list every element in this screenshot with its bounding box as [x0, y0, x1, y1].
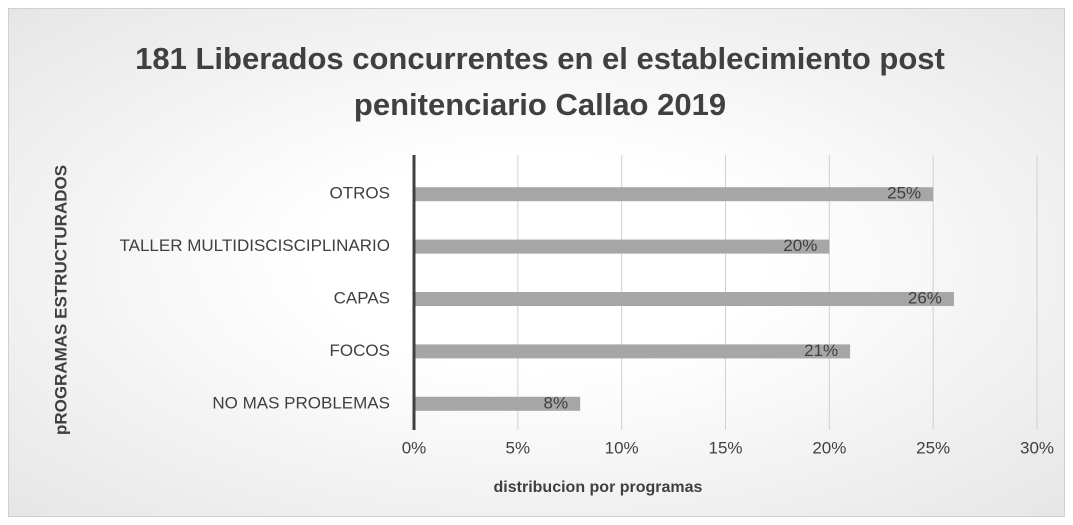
data-label: 8%	[544, 393, 569, 412]
bar	[414, 187, 934, 202]
y-tick-label: CAPAS	[334, 288, 390, 307]
data-label: 25%	[887, 184, 921, 203]
x-tick-label: 15%	[708, 438, 742, 457]
y-tick-label: NO MAS PROBLEMAS	[212, 393, 390, 412]
x-tick-label: 30%	[1020, 438, 1054, 457]
chart-title: 181 Liberados concurrentes en el estable…	[135, 41, 945, 122]
bar	[414, 344, 851, 359]
x-axis-label: distribucion por programas	[494, 479, 703, 496]
background	[8, 8, 1065, 517]
bar	[414, 239, 830, 254]
y-tick-label: FOCOS	[330, 341, 390, 360]
x-tick-label: 25%	[916, 438, 950, 457]
data-label: 21%	[804, 341, 838, 360]
y-axis-label: pROGRAMAS ESTRUCTURADOS	[51, 165, 70, 435]
x-tick-label: 20%	[812, 438, 846, 457]
y-tick-label: TALLER MULTIDISCISCIPLINARIO	[120, 236, 390, 255]
data-label: 20%	[783, 236, 817, 255]
y-tick-label: OTROS	[330, 184, 390, 203]
bar	[414, 292, 954, 306]
bar	[414, 396, 581, 411]
x-tick-label: 0%	[402, 438, 427, 457]
x-tick-label: 10%	[605, 438, 639, 457]
x-tick-label: 5%	[506, 438, 531, 457]
data-label: 26%	[908, 288, 942, 307]
